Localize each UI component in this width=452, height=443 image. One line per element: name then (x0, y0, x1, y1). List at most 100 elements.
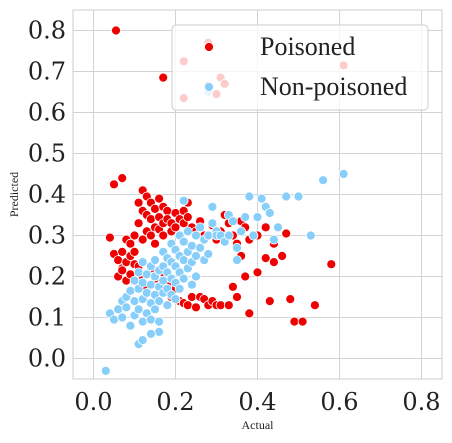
data-point (289, 316, 300, 327)
data-point (145, 328, 156, 339)
data-point (150, 255, 160, 266)
data-point (178, 273, 189, 284)
data-point (182, 226, 193, 237)
data-point (178, 236, 189, 247)
data-point (182, 300, 193, 311)
legend-label-poisoned: Poisoned (260, 32, 355, 61)
data-points (100, 25, 349, 376)
data-point (117, 246, 128, 257)
data-point (264, 296, 275, 307)
data-point (277, 251, 288, 261)
data-point (227, 216, 238, 227)
data-point (191, 271, 201, 282)
x-tick-label: 0.0 (74, 388, 112, 416)
data-point (273, 222, 283, 233)
data-point (252, 267, 263, 278)
data-point (150, 238, 160, 249)
data-point (203, 230, 214, 241)
data-point (100, 365, 111, 376)
data-point (129, 246, 140, 257)
data-point (154, 326, 165, 337)
y-tick-label: 0.3 (28, 222, 66, 250)
data-point (133, 197, 144, 208)
data-point (232, 292, 242, 302)
data-point (117, 265, 128, 276)
data-point (244, 308, 255, 319)
data-point (178, 195, 189, 206)
y-axis-label: Predicted (7, 172, 21, 217)
legend-label-non-poisoned: Non-poisoned (260, 72, 407, 101)
data-point (158, 230, 169, 241)
data-point (293, 191, 304, 202)
data-point (182, 212, 193, 223)
data-point (186, 292, 197, 302)
y-tick-label: 0.2 (28, 263, 66, 291)
data-point (338, 169, 349, 179)
x-tick-labels: 0.0 0.2 0.4 0.6 0.8 (74, 388, 440, 416)
series-non-poisoned (100, 87, 349, 376)
x-tick-label: 0.4 (238, 388, 276, 416)
data-point (133, 267, 144, 278)
data-point (133, 304, 144, 315)
data-point (145, 214, 156, 225)
data-point (170, 294, 181, 305)
data-point (240, 271, 251, 282)
y-tick-label: 0.6 (28, 99, 66, 127)
data-point (260, 253, 271, 264)
data-point (150, 203, 160, 214)
data-point (240, 212, 251, 223)
data-point (186, 279, 197, 290)
data-point (154, 193, 165, 204)
data-point (158, 275, 169, 286)
data-point (191, 302, 201, 313)
data-point (137, 277, 148, 288)
data-point (318, 175, 329, 186)
data-point (252, 212, 263, 223)
plot-frame (72, 9, 443, 380)
data-point (232, 255, 242, 266)
x-tick-label: 0.2 (156, 388, 194, 416)
data-point (227, 281, 238, 292)
y-tick-label: 0.0 (28, 345, 66, 373)
data-point (121, 302, 132, 313)
data-point (125, 238, 136, 249)
data-point (113, 255, 123, 266)
data-point (223, 230, 234, 241)
data-point (207, 218, 218, 229)
data-point (113, 304, 123, 315)
data-point (145, 279, 156, 290)
data-point (141, 287, 152, 298)
data-point (207, 201, 218, 212)
data-point (158, 72, 169, 83)
data-point (170, 222, 181, 233)
legend-marker-poisoned (204, 42, 214, 52)
data-point (162, 300, 173, 311)
data-point (215, 300, 226, 311)
data-point (137, 257, 148, 268)
data-point (117, 173, 128, 184)
y-tick-label: 0.7 (28, 58, 66, 86)
data-point (150, 304, 160, 315)
data-point (129, 296, 140, 307)
data-point (236, 226, 247, 237)
legend-marker-non-poisoned (204, 82, 214, 92)
x-tick-label: 0.8 (402, 388, 440, 416)
data-point (111, 25, 121, 36)
y-tick-labels: 0.0 0.1 0.2 0.3 0.4 0.5 0.6 0.7 0.8 (28, 17, 66, 373)
data-point (244, 191, 255, 202)
data-point (137, 316, 148, 327)
y-tick-label: 0.1 (28, 304, 66, 332)
data-point (145, 314, 156, 325)
data-point (297, 316, 308, 327)
x-axis-label: Actual (242, 418, 275, 432)
data-point (232, 242, 242, 253)
legend: Poisoned Non-poisoned (171, 24, 429, 111)
data-point (195, 242, 206, 253)
y-tick-label: 0.8 (28, 17, 66, 45)
data-point (281, 228, 292, 239)
data-point (154, 316, 165, 327)
data-point (117, 312, 128, 323)
legend-box (171, 24, 429, 111)
data-point (145, 230, 156, 241)
data-point (137, 234, 148, 245)
